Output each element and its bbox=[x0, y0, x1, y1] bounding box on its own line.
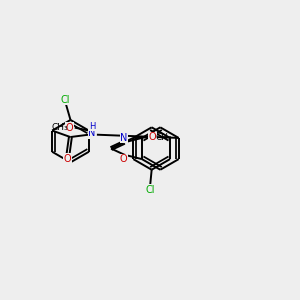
Text: CH₃: CH₃ bbox=[155, 133, 172, 142]
Text: O: O bbox=[120, 154, 127, 164]
Text: O: O bbox=[149, 132, 157, 142]
Text: CH₃: CH₃ bbox=[51, 123, 68, 132]
Text: N: N bbox=[120, 133, 127, 142]
Text: N: N bbox=[88, 128, 96, 138]
Text: O: O bbox=[64, 154, 72, 164]
Text: Cl: Cl bbox=[60, 95, 70, 105]
Text: O: O bbox=[66, 123, 73, 133]
Text: H: H bbox=[89, 122, 95, 131]
Text: Cl: Cl bbox=[146, 185, 155, 195]
